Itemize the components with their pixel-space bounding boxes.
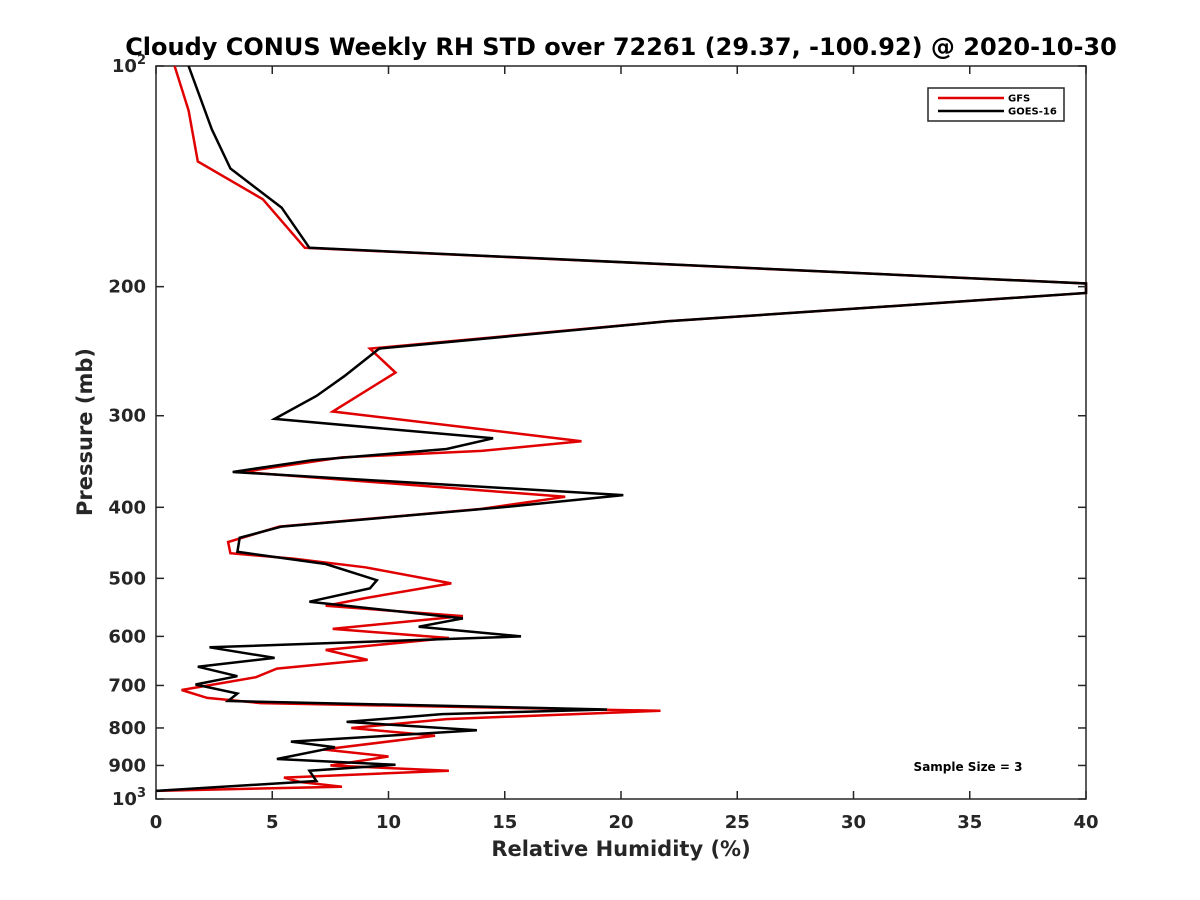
y-tick-label: 800 bbox=[108, 718, 146, 739]
y-tick-label: 200 bbox=[108, 277, 146, 298]
x-tick-label: 0 bbox=[150, 812, 163, 833]
y-tick-label-text: 200 bbox=[108, 277, 146, 298]
y-tick-label-text: 300 bbox=[108, 406, 146, 427]
y-tick-label: 900 bbox=[108, 755, 146, 776]
y-tick-label-text: 10 bbox=[112, 56, 137, 77]
y-tick-label-text: 600 bbox=[108, 626, 146, 647]
y-axis-label: Pressure (mb) bbox=[73, 348, 97, 516]
sample-size-annotation: Sample Size = 3 bbox=[914, 760, 1023, 774]
y-tick-label-text: 400 bbox=[108, 497, 146, 518]
y-tick-label: 300 bbox=[108, 406, 146, 427]
x-tick-label: 35 bbox=[957, 812, 982, 833]
y-tick-label-text: 500 bbox=[108, 568, 146, 589]
x-tick-label: 30 bbox=[841, 812, 866, 833]
x-tick-label: 10 bbox=[376, 812, 401, 833]
x-tick-label: 25 bbox=[725, 812, 750, 833]
y-tick-label: 500 bbox=[108, 568, 146, 589]
y-tick-label-text: 800 bbox=[108, 718, 146, 739]
y-tick-label: 400 bbox=[108, 497, 146, 518]
x-tick-label: 15 bbox=[492, 812, 517, 833]
y-tick-label-exponent: 2 bbox=[137, 53, 146, 68]
legend: GFS GOES-16 bbox=[927, 87, 1065, 122]
chart-title: Cloudy CONUS Weekly RH STD over 72261 (2… bbox=[125, 33, 1117, 61]
y-tick-label-text: 10 bbox=[112, 789, 137, 810]
x-axis-label: Relative Humidity (%) bbox=[491, 837, 750, 861]
y-tick-label: 103 bbox=[112, 786, 146, 810]
y-tick-label-text: 700 bbox=[108, 675, 146, 696]
legend-entry-gfs: GFS bbox=[1008, 94, 1030, 105]
series-line-goes16 bbox=[155, 65, 1088, 793]
x-tick-label: 20 bbox=[608, 812, 633, 833]
legend-entry-goes16: GOES-16 bbox=[1008, 107, 1057, 118]
x-axis: 0 5 10 15 20 25 30 35 40 bbox=[150, 66, 1099, 833]
legend-box bbox=[927, 87, 1065, 122]
y-tick-label: 700 bbox=[108, 675, 146, 696]
x-tick-label: 5 bbox=[266, 812, 279, 833]
y-tick-label-exponent: 3 bbox=[137, 786, 146, 801]
y-tick-label: 600 bbox=[108, 626, 146, 647]
y-tick-label: 102 bbox=[112, 53, 146, 77]
x-tick-label: 40 bbox=[1073, 812, 1098, 833]
y-tick-label-text: 900 bbox=[108, 755, 146, 776]
series-layer bbox=[155, 65, 1088, 793]
